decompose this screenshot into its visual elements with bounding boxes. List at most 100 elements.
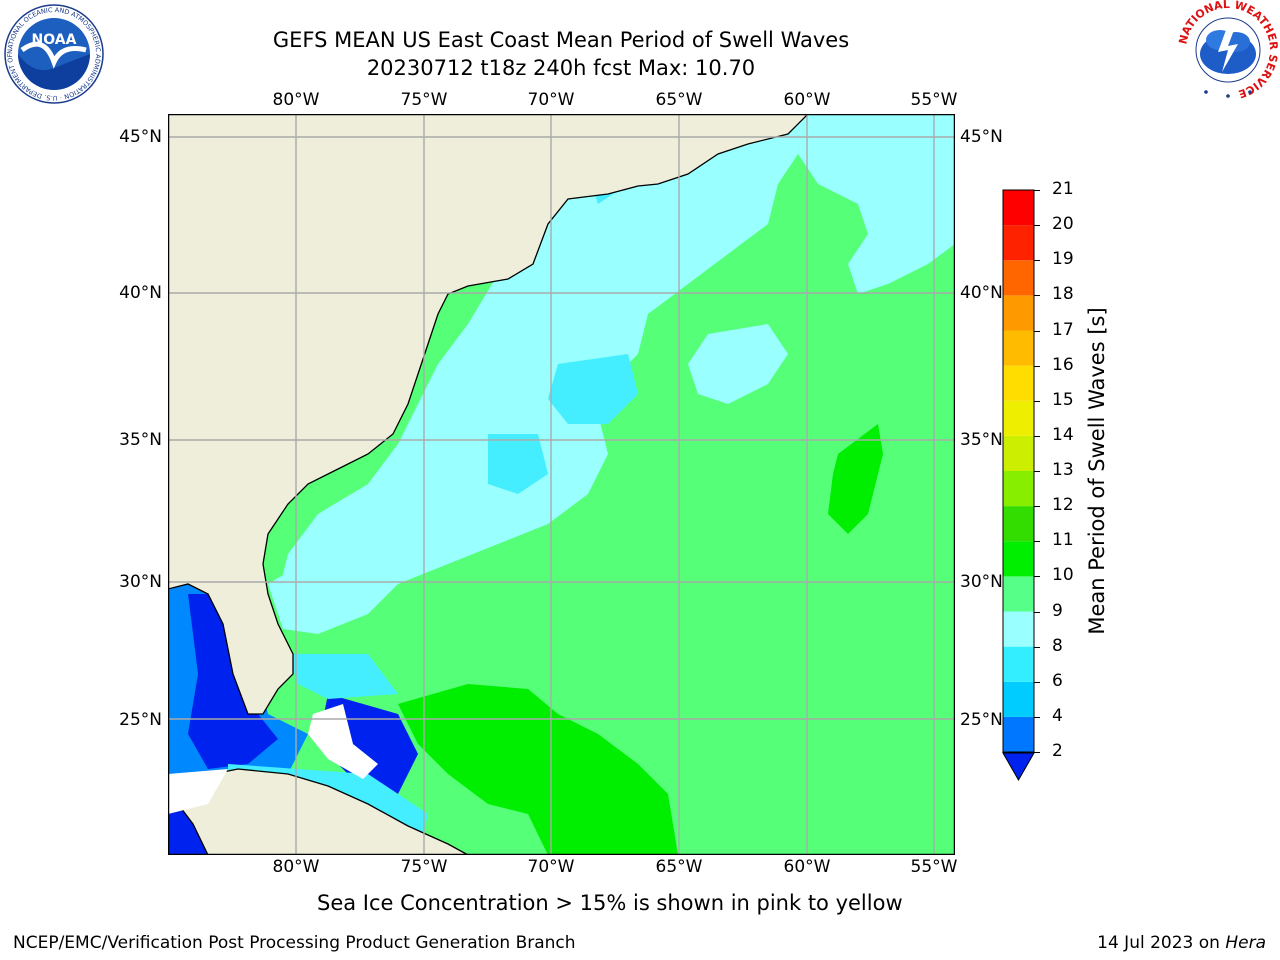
colorbar-tick-mark — [1034, 471, 1040, 472]
colorbar-tick-mark — [1034, 681, 1040, 683]
footer-date-text: 14 Jul 2023 on — [1097, 933, 1226, 953]
colorbar — [1002, 189, 1035, 782]
colorbar-cell — [1003, 330, 1034, 366]
colorbar-cell — [1003, 646, 1034, 682]
footer-date: 14 Jul 2023 on Hera — [1097, 933, 1266, 953]
bahamas-banks-white — [308, 704, 378, 779]
swell-zone-10-11 — [398, 684, 678, 855]
lon-label-top-55w: 55°W — [910, 90, 958, 110]
gulf-stream-zone-8-9 — [268, 544, 398, 634]
lat-label-right-45n: 45°N — [960, 127, 1003, 147]
gulf-zone-2-4 — [188, 594, 278, 769]
colorbar-tick-label: 16 — [1052, 354, 1074, 375]
map-frame — [168, 114, 955, 855]
lon-label-bottom-65w: 65°W — [655, 857, 703, 877]
colorbar-tick-mark — [1034, 365, 1040, 367]
swell-zone-6-8-c — [488, 434, 548, 494]
lat-label-right-30n: 30°N — [960, 572, 1003, 592]
colorbar-label: Mean Period of Swell Waves [s] — [1085, 307, 1109, 635]
lon-label-bottom-80w: 80°W — [272, 857, 320, 877]
colorbar-tick-mark — [1034, 541, 1040, 543]
chart-subtitle-run: 20230712 t18z 240h fcst Max: 10.70 — [366, 56, 756, 80]
lat-label-right-35n: 35°N — [960, 430, 1003, 450]
colorbar-tick-mark — [1034, 506, 1040, 508]
colorbar-cell — [1003, 611, 1034, 647]
colorbar-tick-mark — [1034, 716, 1040, 718]
land-north-america — [168, 114, 809, 715]
colorbar-tick-label: 11 — [1052, 530, 1074, 551]
colorbar-tick-label: 8 — [1052, 635, 1063, 656]
swell-zone-8-9 — [278, 114, 808, 604]
swell-zone-8-9-east — [798, 114, 955, 294]
swell-zone-8-9-mid — [688, 324, 788, 404]
lat-label-left-45n: 45°N — [119, 127, 162, 147]
colorbar-tick-mark — [1034, 752, 1040, 753]
colorbar-cell — [1003, 506, 1034, 542]
lon-label-bottom-60w: 60°W — [783, 857, 831, 877]
lon-label-top-70w: 70°W — [527, 90, 575, 110]
colorbar-cell — [1003, 190, 1034, 226]
lon-label-bottom-70w: 70°W — [527, 857, 575, 877]
colorbar-cell — [1003, 225, 1034, 261]
lon-label-bottom-75w: 75°W — [400, 857, 448, 877]
colorbar-cell — [1003, 365, 1034, 401]
colorbar-tick-label: 20 — [1052, 214, 1074, 235]
colorbar-cell — [1003, 435, 1034, 471]
colorbar-tick-label: 17 — [1052, 319, 1074, 340]
colorbar-tick-label: 10 — [1052, 565, 1074, 586]
colorbar-tick-mark — [1034, 646, 1040, 648]
colorbar-tick-label: 12 — [1052, 495, 1074, 516]
colorbar-tick-mark — [1034, 435, 1040, 437]
land-cuba — [177, 768, 469, 855]
colorbar-tick-label: 13 — [1052, 460, 1074, 480]
lon-label-bottom-55w: 55°W — [910, 857, 958, 877]
colorbar-tick-label: 14 — [1052, 424, 1074, 445]
colorbar-cell — [1003, 541, 1034, 577]
colorbar-tick-mark — [1034, 190, 1040, 191]
colorbar-cell — [1003, 260, 1034, 296]
lat-label-left-40n: 40°N — [119, 283, 162, 303]
nws-logo: NATIONAL WEATHER SERVICE — [1176, 0, 1280, 100]
colorbar-cell — [1003, 681, 1034, 717]
lon-label-top-75w: 75°W — [400, 90, 448, 110]
colorbar-tick-label: 18 — [1052, 284, 1074, 305]
colorbar-cell — [1003, 400, 1034, 436]
chart-title: GEFS MEAN US East Coast Mean Period of S… — [272, 28, 850, 52]
colorbar-tick-label: 2 — [1052, 741, 1063, 761]
sea-ice-note: Sea Ice Concentration > 15% is shown in … — [317, 891, 903, 915]
lat-label-left-30n: 30°N — [119, 572, 162, 592]
lat-label-left-25n: 25°N — [119, 710, 162, 730]
colorbar-tick-mark — [1034, 611, 1040, 613]
colorbar-tick-mark — [1034, 330, 1040, 332]
caribbean-white — [168, 769, 228, 814]
swell-zone-10-11-east — [828, 424, 883, 534]
lon-label-top-80w: 80°W — [272, 90, 320, 110]
noaa-logo: NATIONAL OCEANIC AND ATMOSPHERIC ADMINIS… — [4, 4, 104, 104]
colorbar-tick-mark — [1034, 260, 1040, 262]
footer-host: Hera — [1225, 933, 1266, 953]
colorbar-tick-label: 21 — [1052, 179, 1074, 199]
colorbar-tick-label: 15 — [1052, 389, 1074, 410]
lat-label-right-25n: 25°N — [960, 710, 1003, 730]
colorbar-tick-label: 6 — [1052, 670, 1063, 691]
colorbar-tick-label: 4 — [1052, 705, 1063, 726]
colorbar-tick-mark — [1034, 576, 1040, 578]
bahamas-zone-6-8 — [288, 654, 398, 699]
colorbar-cell — [1003, 471, 1034, 507]
colorbar-cell — [1003, 716, 1034, 752]
colorbar-extend-arrow — [1002, 752, 1035, 782]
footer-org: NCEP/EMC/Verification Post Processing Pr… — [13, 933, 576, 953]
swell-zone-6-8-b — [548, 354, 638, 424]
lon-label-top-65w: 65°W — [655, 90, 703, 110]
noaa-logo-text: NOAA — [32, 32, 77, 48]
colorbar-cell — [1003, 576, 1034, 612]
colorbar-cell — [1003, 295, 1034, 331]
colorbar-tick-mark — [1034, 295, 1040, 297]
lat-label-left-35n: 35°N — [119, 430, 162, 450]
colorbar-tick-label: 19 — [1052, 249, 1074, 270]
swell-period-map — [168, 114, 955, 855]
lon-label-top-60w: 60°W — [783, 90, 831, 110]
graticule — [168, 114, 955, 855]
colorbar-tick-label: 9 — [1052, 600, 1063, 621]
colorbar-tick-mark — [1034, 225, 1040, 227]
